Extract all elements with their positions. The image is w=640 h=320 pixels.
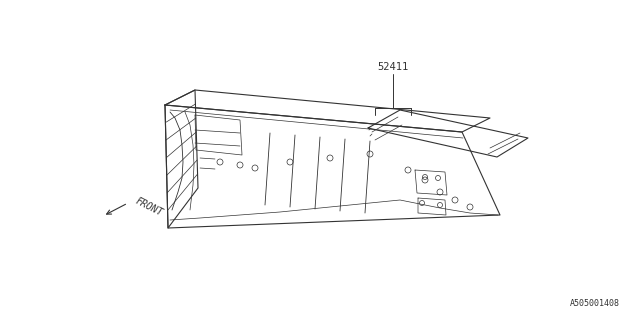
Text: 52411: 52411 (378, 62, 408, 72)
Text: FRONT: FRONT (134, 196, 164, 218)
Text: A505001408: A505001408 (570, 299, 620, 308)
